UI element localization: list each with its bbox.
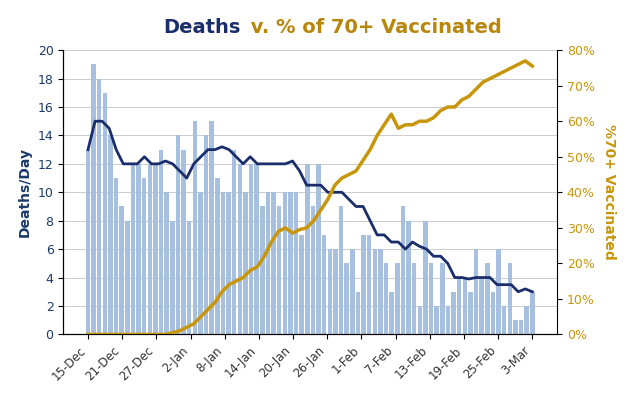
Bar [277,206,282,334]
Bar [142,178,146,334]
Bar [125,221,130,334]
Bar [243,192,248,334]
Bar [502,306,506,334]
Bar [491,292,495,334]
Bar [339,206,343,334]
Bar [192,121,197,334]
Bar [266,192,270,334]
Bar [333,249,338,334]
Bar [423,221,428,334]
Bar [513,320,518,334]
Bar [457,278,461,334]
Bar [328,249,332,334]
Bar [379,249,383,334]
Bar [198,192,203,334]
Bar [356,292,360,334]
Bar [508,263,512,334]
Bar [103,93,107,334]
Bar [429,263,434,334]
Bar [463,278,467,334]
Bar [249,164,253,334]
Bar [272,192,276,334]
Bar [260,206,265,334]
Bar [85,150,91,334]
Bar [373,249,377,334]
Bar [131,164,135,334]
Bar [120,206,124,334]
Bar [412,263,417,334]
Bar [446,306,450,334]
Bar [176,135,180,334]
Bar [232,150,237,334]
Bar [114,178,118,334]
Bar [311,206,315,334]
Y-axis label: %70+ Vaccinated: %70+ Vaccinated [601,125,616,260]
Bar [496,249,501,334]
Bar [97,79,101,334]
Bar [165,192,169,334]
Bar [367,235,372,334]
Bar [221,192,225,334]
Bar [305,164,310,334]
Bar [406,221,411,334]
Bar [479,278,484,334]
Bar [170,221,175,334]
Bar [204,135,208,334]
Bar [530,292,535,334]
Bar [282,192,287,334]
Bar [215,178,220,334]
Bar [182,150,186,334]
Bar [153,164,158,334]
Bar [316,164,321,334]
Text: v. % of 70+ Vaccinated: v. % of 70+ Vaccinated [244,18,501,37]
Bar [474,249,479,334]
Bar [299,235,304,334]
Bar [147,164,152,334]
Bar [322,235,327,334]
Bar [418,306,422,334]
Bar [389,292,394,334]
Bar [136,164,141,334]
Bar [108,135,113,334]
Bar [451,292,456,334]
Y-axis label: Deaths/Day: Deaths/Day [18,147,32,237]
Bar [254,164,259,334]
Bar [525,306,529,334]
Bar [288,192,292,334]
Bar [440,263,444,334]
Bar [227,192,231,334]
Text: Deaths: Deaths [163,18,241,37]
Bar [350,249,354,334]
Bar [210,121,214,334]
Bar [434,306,439,334]
Bar [294,192,298,334]
Bar [361,235,366,334]
Bar [485,263,489,334]
Bar [159,150,163,334]
Bar [468,292,473,334]
Bar [91,64,96,334]
Bar [519,320,523,334]
Bar [384,263,389,334]
Bar [344,263,349,334]
Bar [401,206,405,334]
Bar [237,164,242,334]
Bar [395,263,399,334]
Bar [187,221,192,334]
